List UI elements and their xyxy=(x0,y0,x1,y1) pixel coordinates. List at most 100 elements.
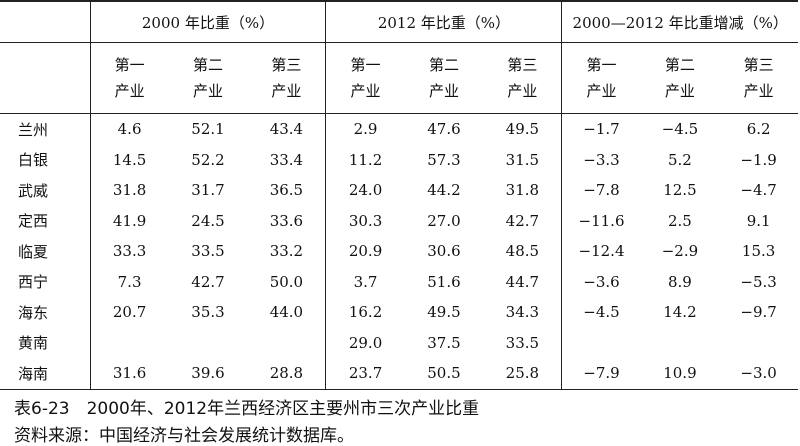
sub-header-line: 产业 xyxy=(271,82,302,100)
table-row: 定西 41.9 24.5 33.6 30.3 27.0 42.7 −11.6 2.5 9.1 xyxy=(0,205,798,236)
cell: 6.2 xyxy=(746,120,771,139)
sub-header-line: 第二 xyxy=(428,56,459,74)
cell: 3.7 xyxy=(325,266,405,297)
sub-header: 第二 产业 xyxy=(640,42,720,114)
cell: 37.5 xyxy=(427,333,461,352)
cell: 44.2 xyxy=(427,181,461,200)
table-row: 临夏 33.3 33.5 33.2 20.9 30.6 48.5 −12.4 −2.9 15.3 xyxy=(0,236,798,267)
cell xyxy=(719,328,798,359)
cell: 24.5 xyxy=(191,211,225,230)
cell: 7.3 xyxy=(89,266,169,297)
cell: 49.5 xyxy=(427,303,461,322)
row-label: 临夏 xyxy=(18,242,49,261)
cell: 31.6 xyxy=(89,358,169,390)
table-row: 白银 14.5 52.2 33.4 11.2 57.3 31.5 −3.3 5.2 −1.9 xyxy=(0,144,798,175)
sub-header-line: 第一 xyxy=(586,56,617,74)
cell: 35.3 xyxy=(191,303,225,322)
cell: 34.3 xyxy=(505,303,540,322)
cell: 2.9 xyxy=(325,113,405,145)
cell: −3.6 xyxy=(561,266,641,297)
cell: 42.7 xyxy=(191,272,225,291)
cell: 39.6 xyxy=(168,358,248,390)
cell xyxy=(561,327,641,358)
cell: −5.3 xyxy=(740,272,777,291)
cell: −7.8 xyxy=(561,175,641,206)
cell: −4.7 xyxy=(740,181,777,200)
cell: −4.5 xyxy=(661,120,699,139)
cell: 42.7 xyxy=(505,211,540,230)
cell: 29.0 xyxy=(325,327,405,358)
sub-header-line: 产业 xyxy=(350,82,381,100)
sub-header: 第一 产业 xyxy=(325,42,405,114)
sub-header-line: 产业 xyxy=(114,82,145,100)
cell: −3.0 xyxy=(719,358,798,390)
cell: 50.5 xyxy=(404,358,484,390)
cell: −4.5 xyxy=(561,297,641,328)
cell: −9.7 xyxy=(740,303,777,322)
sub-header: 第二 产业 xyxy=(168,42,248,114)
cell: 9.1 xyxy=(746,211,771,230)
sub-header: 第三 产业 xyxy=(483,42,562,114)
sub-header-line: 产业 xyxy=(664,82,695,100)
cell xyxy=(89,327,169,358)
cell: 4.6 xyxy=(89,113,169,145)
cell: 15.3 xyxy=(741,242,776,261)
cell: 49.5 xyxy=(505,120,540,139)
cell: −12.4 xyxy=(561,236,641,267)
group-header: 2012 年比重（%） xyxy=(325,0,562,43)
cell: 48.5 xyxy=(505,242,540,261)
cell: 12.5 xyxy=(663,181,697,200)
sub-header-line: 第一 xyxy=(350,56,381,74)
row-label: 黄南 xyxy=(18,334,49,353)
cell: 33.6 xyxy=(269,211,304,230)
sub-header: 第三 产业 xyxy=(247,42,326,114)
sub-header: 第一 产业 xyxy=(561,42,641,114)
table-row: 海东 20.7 35.3 44.0 16.2 49.5 34.3 −4.5 14.2 −9.7 xyxy=(0,297,798,328)
cell: 28.8 xyxy=(247,358,326,390)
cell: 41.9 xyxy=(89,205,169,236)
sub-header: 第三 产业 xyxy=(719,42,798,114)
sub-header-line: 第三 xyxy=(271,56,302,74)
sub-header-line: 产业 xyxy=(586,82,617,100)
cell: 16.2 xyxy=(325,297,405,328)
cell xyxy=(169,328,248,359)
cell: 25.8 xyxy=(483,358,562,390)
cell: 33.5 xyxy=(191,242,225,261)
cell: −1.9 xyxy=(740,150,777,169)
row-label: 西宁 xyxy=(18,273,49,292)
cell: 33.3 xyxy=(89,236,169,267)
row-label: 兰州 xyxy=(18,120,49,139)
cell: 31.7 xyxy=(191,181,225,200)
sub-header-line: 第二 xyxy=(192,56,223,74)
cell: 8.9 xyxy=(667,272,692,291)
cell: 31.8 xyxy=(505,181,540,200)
cell: 33.2 xyxy=(269,242,304,261)
cell: 52.2 xyxy=(191,150,225,169)
sub-header-line: 第一 xyxy=(114,56,145,74)
cell: 51.6 xyxy=(427,272,461,291)
row-label: 海南 xyxy=(0,358,90,390)
sub-header: 第二 产业 xyxy=(404,42,484,114)
caption-source: 资料来源：中国经济与社会发展统计数据库。 xyxy=(14,426,354,446)
sub-header-line: 产业 xyxy=(743,82,774,100)
table-row: 兰州 4.6 52.1 43.4 2.9 47.6 49.5 −1.7 −4.5 6.2 xyxy=(0,113,798,145)
row-label: 定西 xyxy=(18,212,49,231)
cell: 52.1 xyxy=(191,120,225,139)
cell: 5.2 xyxy=(667,150,692,169)
cell: 20.7 xyxy=(89,297,169,328)
row-label: 白银 xyxy=(18,151,49,170)
caption-title: 表6-23 2000年、2012年兰西经济区主要州市三次产业比重 xyxy=(14,399,480,419)
cell: 11.2 xyxy=(325,144,405,175)
table-row: 武威 31.8 31.7 36.5 24.0 44.2 31.8 −7.8 12.5 −4.7 xyxy=(0,175,798,206)
cell: 31.5 xyxy=(505,150,540,169)
sub-header-line: 产业 xyxy=(192,82,223,100)
row-label: 海东 xyxy=(18,303,49,322)
cell: 30.6 xyxy=(427,242,461,261)
table-row: 西宁 7.3 42.7 50.0 3.7 51.6 44.7 −3.6 8.9 −5.3 xyxy=(0,266,798,297)
sub-header-line: 第三 xyxy=(507,56,538,74)
cell: 30.3 xyxy=(325,205,405,236)
cell: 36.5 xyxy=(269,181,304,200)
cell: 33.5 xyxy=(505,333,540,352)
cell: 43.4 xyxy=(269,120,304,139)
cell: 31.8 xyxy=(89,175,169,206)
